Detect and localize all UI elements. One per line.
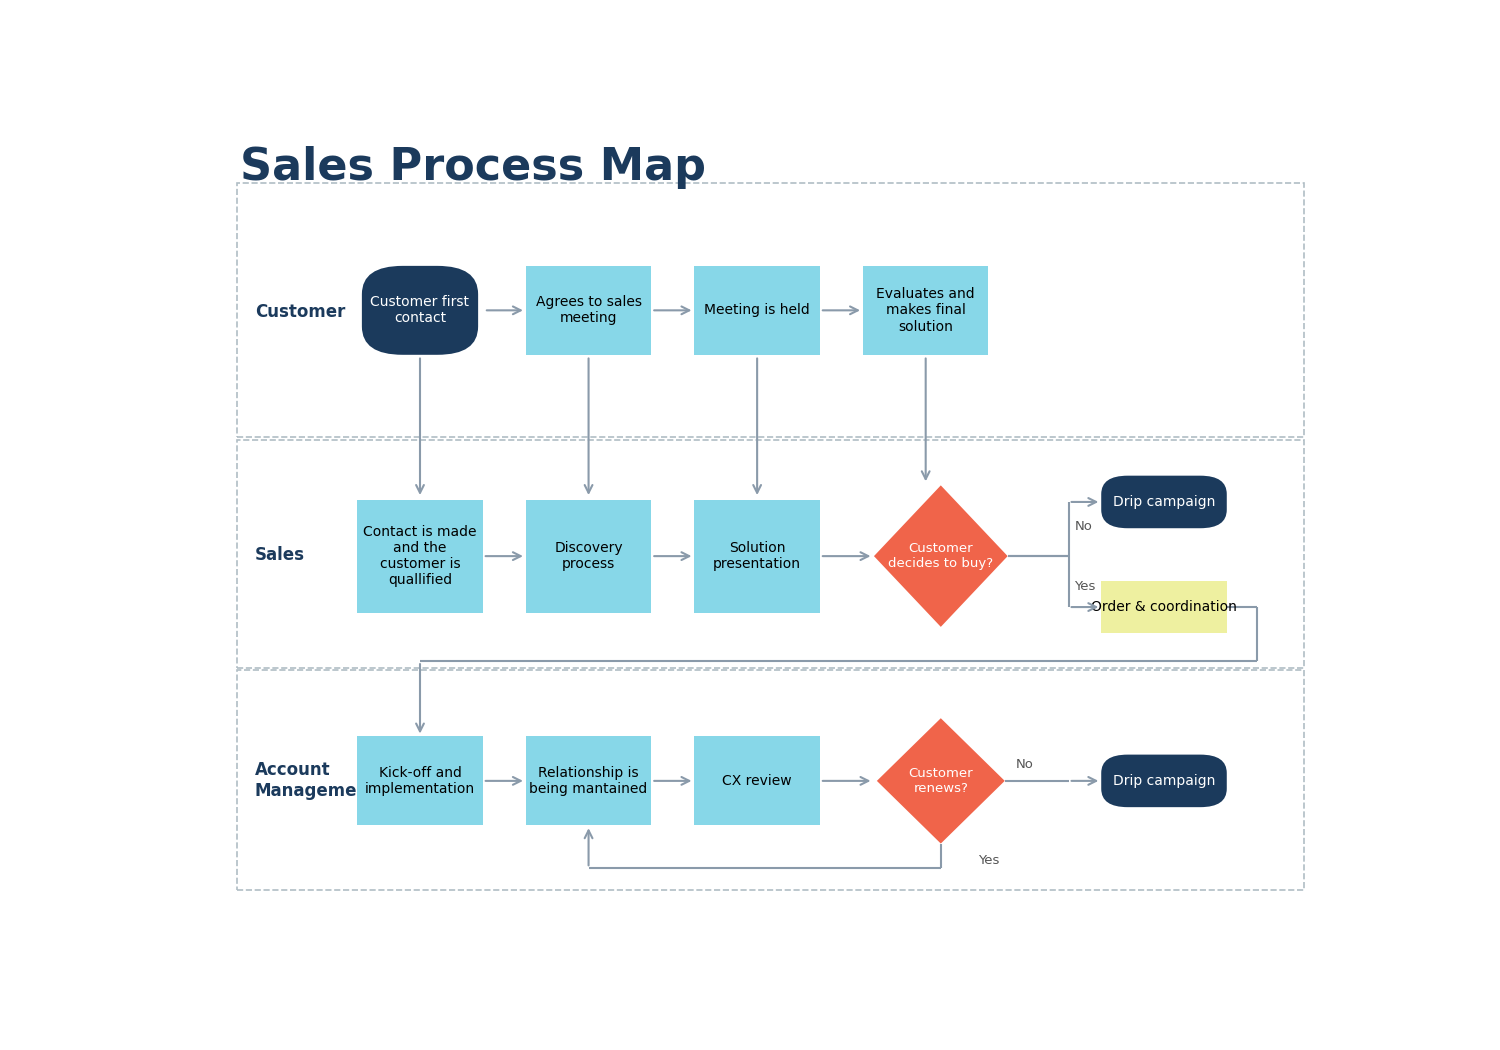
FancyBboxPatch shape	[1101, 581, 1227, 633]
Text: Yes: Yes	[978, 854, 999, 866]
Text: Discovery
process: Discovery process	[555, 541, 622, 571]
FancyBboxPatch shape	[694, 736, 820, 825]
Text: Customer
renews?: Customer renews?	[909, 766, 974, 795]
Text: Customer first
contact: Customer first contact	[370, 295, 470, 326]
FancyBboxPatch shape	[1101, 755, 1227, 807]
FancyBboxPatch shape	[694, 500, 820, 613]
Text: Drip campaign: Drip campaign	[1113, 495, 1215, 509]
Text: No: No	[1074, 520, 1092, 532]
FancyBboxPatch shape	[526, 500, 651, 613]
FancyBboxPatch shape	[862, 266, 988, 355]
FancyBboxPatch shape	[362, 266, 478, 355]
Text: Customer
decides to buy?: Customer decides to buy?	[888, 542, 993, 570]
Text: Sales Process Map: Sales Process Map	[240, 146, 706, 189]
Text: Customer: Customer	[255, 303, 345, 321]
Text: Evaluates and
makes final
solution: Evaluates and makes final solution	[876, 287, 975, 334]
Text: Order & coordination: Order & coordination	[1090, 600, 1238, 614]
Text: Contact is made
and the
customer is
quallified: Contact is made and the customer is qual…	[363, 525, 477, 587]
Text: Account
Management: Account Management	[255, 761, 376, 800]
Polygon shape	[874, 485, 1008, 627]
FancyBboxPatch shape	[526, 736, 651, 825]
Text: CX review: CX review	[723, 774, 792, 788]
Text: Relationship is
being mantained: Relationship is being mantained	[530, 765, 648, 796]
Text: Sales: Sales	[255, 546, 304, 564]
Text: Meeting is held: Meeting is held	[705, 303, 810, 317]
Text: Kick-off and
implementation: Kick-off and implementation	[364, 765, 476, 796]
FancyBboxPatch shape	[526, 266, 651, 355]
FancyBboxPatch shape	[357, 736, 483, 825]
Text: No: No	[1016, 758, 1034, 771]
Polygon shape	[878, 718, 1005, 843]
FancyBboxPatch shape	[1101, 476, 1227, 528]
Text: Drip campaign: Drip campaign	[1113, 774, 1215, 788]
FancyBboxPatch shape	[694, 266, 820, 355]
Text: Agrees to sales
meeting: Agrees to sales meeting	[536, 295, 642, 326]
Text: Yes: Yes	[1074, 581, 1096, 593]
FancyBboxPatch shape	[357, 500, 483, 613]
Text: Solution
presentation: Solution presentation	[712, 541, 801, 571]
